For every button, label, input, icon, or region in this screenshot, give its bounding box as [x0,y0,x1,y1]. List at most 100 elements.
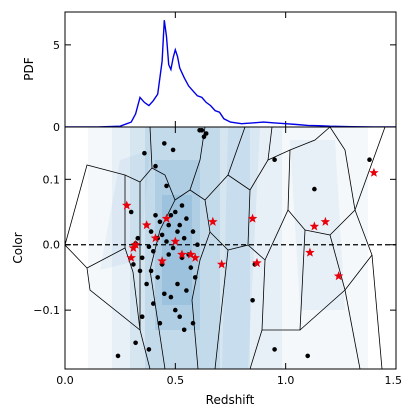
x-axis-label: Redshift [206,393,255,407]
data-point [272,347,277,352]
data-point [367,157,372,162]
density-shading [88,127,368,369]
data-point [170,147,176,153]
star-marker [369,167,379,177]
pdf-y-tick-label: 5 [53,39,60,52]
data-point [153,213,158,218]
data-point [170,245,176,251]
scatter-ticks: 0.0 0.5 1.0 1.5 −0.1 0.0 0.1 [33,127,402,387]
data-point [192,275,198,280]
data-point [139,255,145,261]
data-point [195,242,200,247]
star-marker [320,216,331,226]
star-marker [186,249,196,259]
star-marker [170,236,181,246]
x-tick-label: 0.0 [56,374,74,387]
pdf-line [65,20,396,127]
data-point [162,291,167,297]
data-point [131,262,136,267]
data-point [312,186,317,192]
red-star-markers [122,167,379,281]
data-point [144,281,149,287]
data-point [164,183,169,189]
pdf-panel: 0 5 PDF [22,11,397,134]
data-point [305,353,311,359]
star-marker [130,239,141,249]
star-marker [305,247,315,257]
data-point [151,301,156,306]
y-axis-label: Color [11,232,25,263]
data-point [128,209,134,215]
star-marker [216,259,227,269]
data-point [153,163,158,169]
data-point [177,314,182,320]
data-point [168,213,174,218]
data-point [175,281,180,287]
data-point [168,294,174,300]
data-point [184,216,189,221]
data-point [166,222,171,228]
data-point [164,239,169,244]
star-marker [247,213,258,223]
data-point [137,268,143,274]
pdf-plot-area [65,12,396,127]
data-point [146,244,152,249]
x-tick-label: 1.5 [385,374,403,387]
data-point [181,235,187,241]
star-marker [333,271,344,281]
data-point [162,141,167,146]
data-point [133,340,138,346]
y-tick-label: 0.1 [43,173,61,186]
data-point [272,157,277,162]
data-point [151,249,156,254]
data-point [142,150,147,156]
x-tick-label: 0.5 [167,374,185,387]
data-point [173,307,178,313]
data-point [115,353,121,359]
cell-boundaries [65,127,386,369]
star-marker [309,221,320,231]
star-marker [122,200,132,210]
data-point [157,320,163,326]
data-point [135,235,141,241]
star-marker [126,252,136,262]
data-points [115,128,372,359]
y-tick-label: −0.1 [33,304,60,317]
data-point [157,219,163,225]
data-point [184,288,189,293]
data-point [175,229,180,234]
scatter-panel: 0.0 0.5 1.0 1.5 −0.1 0.0 0.1 Redshift Color [11,126,402,407]
data-point [199,128,205,133]
star-marker [150,233,161,243]
data-point [250,298,255,303]
scatter-frame [64,126,397,370]
star-marker [190,252,200,262]
data-point [179,203,185,208]
pdf-axis-label: PDF [22,57,36,80]
data-point [203,131,209,136]
pdf-y-tick-label: 0 [53,121,60,134]
data-point [148,229,154,234]
data-point [166,252,171,257]
star-marker [141,220,152,230]
data-point [190,229,196,234]
star-marker [157,256,167,266]
star-marker [161,213,172,223]
data-point [159,232,165,238]
data-point [155,275,160,280]
x-tick-label: 1.0 [277,374,295,387]
data-point [188,265,194,270]
star-marker [208,216,218,226]
data-point [201,134,207,140]
data-point [139,314,145,320]
data-point [148,268,154,274]
data-point [173,209,178,215]
data-point [181,327,187,333]
star-marker [177,249,187,259]
y-tick-label: 0.0 [43,239,61,252]
data-point [177,222,182,228]
data-point [190,320,196,326]
star-marker [252,258,262,268]
data-point [146,347,152,352]
